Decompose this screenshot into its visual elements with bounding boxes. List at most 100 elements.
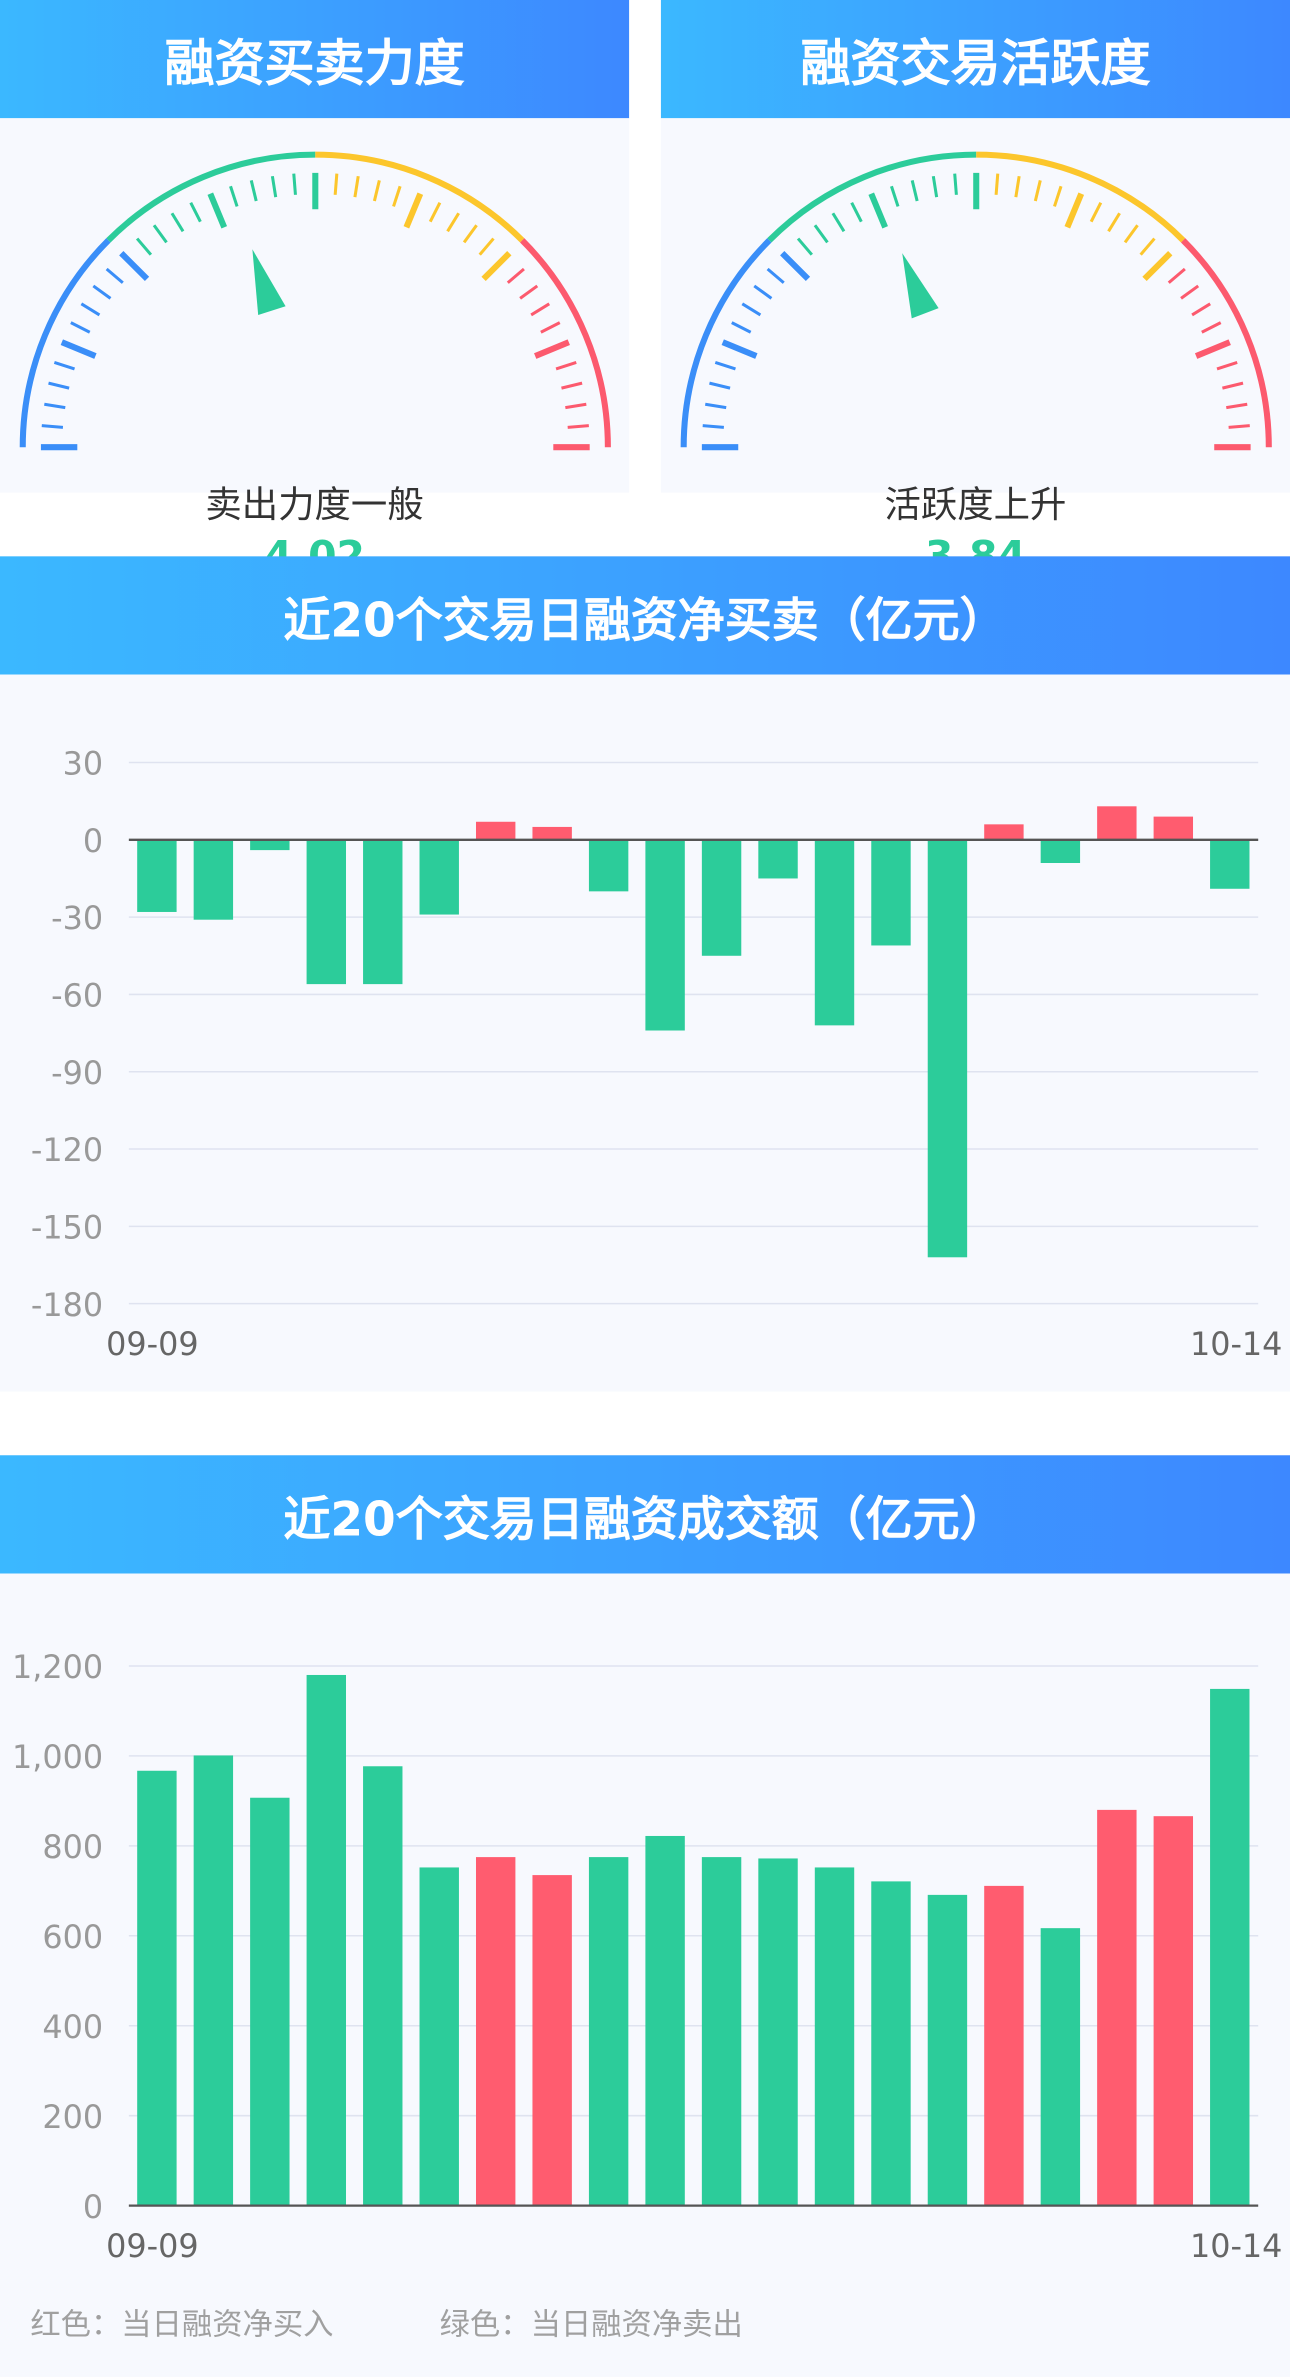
y-tick-label: 1,200 — [12, 1648, 103, 1686]
gauge-tick — [478, 237, 495, 256]
gauge-2-panel: 活跃度上升 3.84 — [660, 118, 1290, 581]
gauge-tick — [1216, 360, 1238, 371]
gauge-tick — [953, 173, 958, 195]
gauge-tick — [731, 321, 752, 334]
gauge-arc-segment — [315, 151, 525, 243]
gauge-tick — [540, 321, 561, 334]
bar — [306, 1674, 347, 2206]
net-chart-title: 近20个交易日融资净买卖（亿元） — [283, 593, 1007, 649]
gauge-arc-segment — [976, 151, 1186, 243]
gauge-tick — [506, 267, 525, 284]
gauge-tick — [910, 180, 919, 202]
bar — [645, 839, 685, 1031]
gauge-tick — [1222, 381, 1244, 390]
x-label-first: 09-09 — [106, 1325, 199, 1363]
bar — [363, 1766, 403, 2206]
gauge-tick — [372, 180, 381, 202]
gauge-tick — [753, 284, 773, 300]
gauge-tick — [392, 185, 402, 207]
gauge-tick — [561, 381, 583, 390]
gauge-2-title: 融资交易活跃度 — [800, 33, 1151, 93]
bar — [419, 1867, 459, 2206]
gauge-1-panel: 卖出力度一般 4.02 — [0, 118, 630, 581]
bar — [588, 839, 629, 892]
gauge-1-title: 融资买卖力度 — [164, 33, 465, 93]
gauge-tick — [868, 192, 888, 229]
gauge-tick — [92, 284, 112, 300]
bar — [363, 839, 403, 985]
gauge-tick — [565, 402, 587, 410]
y-tick-label: 1,000 — [12, 1738, 103, 1776]
gauge-tick — [1201, 321, 1222, 334]
turnover-chart-title: 近20个交易日融资成交额（亿元） — [283, 1492, 1007, 1547]
turnover-chart-panel: 1,200 1,000 800 600 400 200 0 09-09 10-14 — [0, 1573, 1290, 2377]
bar — [1097, 806, 1137, 840]
gauge-tick — [119, 251, 150, 282]
gauge-tick — [555, 360, 577, 371]
gauge-2-dial — [680, 151, 1272, 451]
bar — [871, 839, 911, 946]
gauge-tick — [105, 267, 124, 284]
gauge-tick — [44, 402, 66, 410]
turnover-chart: 1,200 1,000 800 600 400 200 009-09 10-14 — [12, 1648, 1283, 2265]
bar — [193, 1755, 234, 2206]
gauge-tick — [1064, 192, 1085, 229]
gauge-arc-segment — [19, 238, 111, 448]
gauge-arc-segment — [680, 238, 772, 448]
gauge-tick — [831, 212, 846, 233]
bar — [1040, 1928, 1081, 2206]
gauge-tick — [170, 212, 185, 233]
gauge-tick — [1194, 339, 1231, 359]
y-tick-label: 0 — [83, 822, 103, 860]
gauge-tick — [189, 202, 202, 223]
bar — [1153, 816, 1194, 840]
net-chart-header: 近20个交易日融资净买卖（亿元） — [0, 556, 1290, 675]
y-tick-label: -30 — [51, 899, 103, 937]
y-tick-label: -120 — [31, 1131, 103, 1169]
y-tick-label: 600 — [42, 1918, 103, 1956]
gauge-tick — [702, 424, 724, 429]
gauge-tick — [403, 192, 424, 229]
bar — [984, 824, 1024, 840]
legend-red: 红色：当日融资净买入 — [30, 2305, 334, 2343]
gauge-tick — [270, 175, 278, 198]
y-tick-label: -60 — [51, 977, 103, 1015]
gauge-tick — [48, 381, 70, 390]
gauge-arc-segment — [520, 238, 611, 448]
bar — [814, 839, 855, 1026]
gauge-tick — [229, 185, 239, 207]
y-tick-label: 400 — [42, 2008, 103, 2046]
bar — [814, 1867, 855, 2206]
gauge-tick — [1191, 302, 1211, 317]
gauge-tick — [41, 424, 64, 429]
y-tick-label: 800 — [42, 1828, 103, 1866]
x-label-last: 10-14 — [1190, 2227, 1283, 2265]
bar — [250, 1797, 290, 2206]
bar — [532, 1875, 572, 2206]
y-tick-label: 30 — [63, 745, 104, 783]
bar — [475, 1857, 516, 2206]
gauge-tick — [353, 175, 360, 198]
gauge-tick — [994, 173, 1000, 195]
gauge-tick — [780, 251, 811, 282]
bar — [1097, 1809, 1137, 2206]
gauge-1-header: 融资买卖力度 — [0, 0, 630, 119]
gauge-tick — [1226, 402, 1248, 410]
bar — [1153, 1816, 1194, 2206]
gauge-tick — [519, 284, 539, 300]
gauge-tick — [567, 424, 589, 429]
y-tick-label: -150 — [31, 1208, 103, 1246]
turnover-chart-header: 近20个交易日融资成交额（亿元） — [0, 1455, 1290, 1574]
x-label-last: 10-14 — [1190, 1325, 1283, 1363]
gauge-tick — [333, 173, 339, 195]
gauge-tick — [1089, 202, 1103, 223]
x-label-first: 09-09 — [106, 2227, 199, 2265]
gauge-tick — [714, 360, 736, 371]
bar — [701, 839, 742, 956]
gauge-tick — [1123, 224, 1139, 244]
net-chart-panel: 30 0 -30 -60 -90 -120 -150 -180 09-09 10-14 — [0, 674, 1290, 1392]
bar — [984, 1885, 1024, 2206]
gauge-tick — [152, 224, 168, 244]
